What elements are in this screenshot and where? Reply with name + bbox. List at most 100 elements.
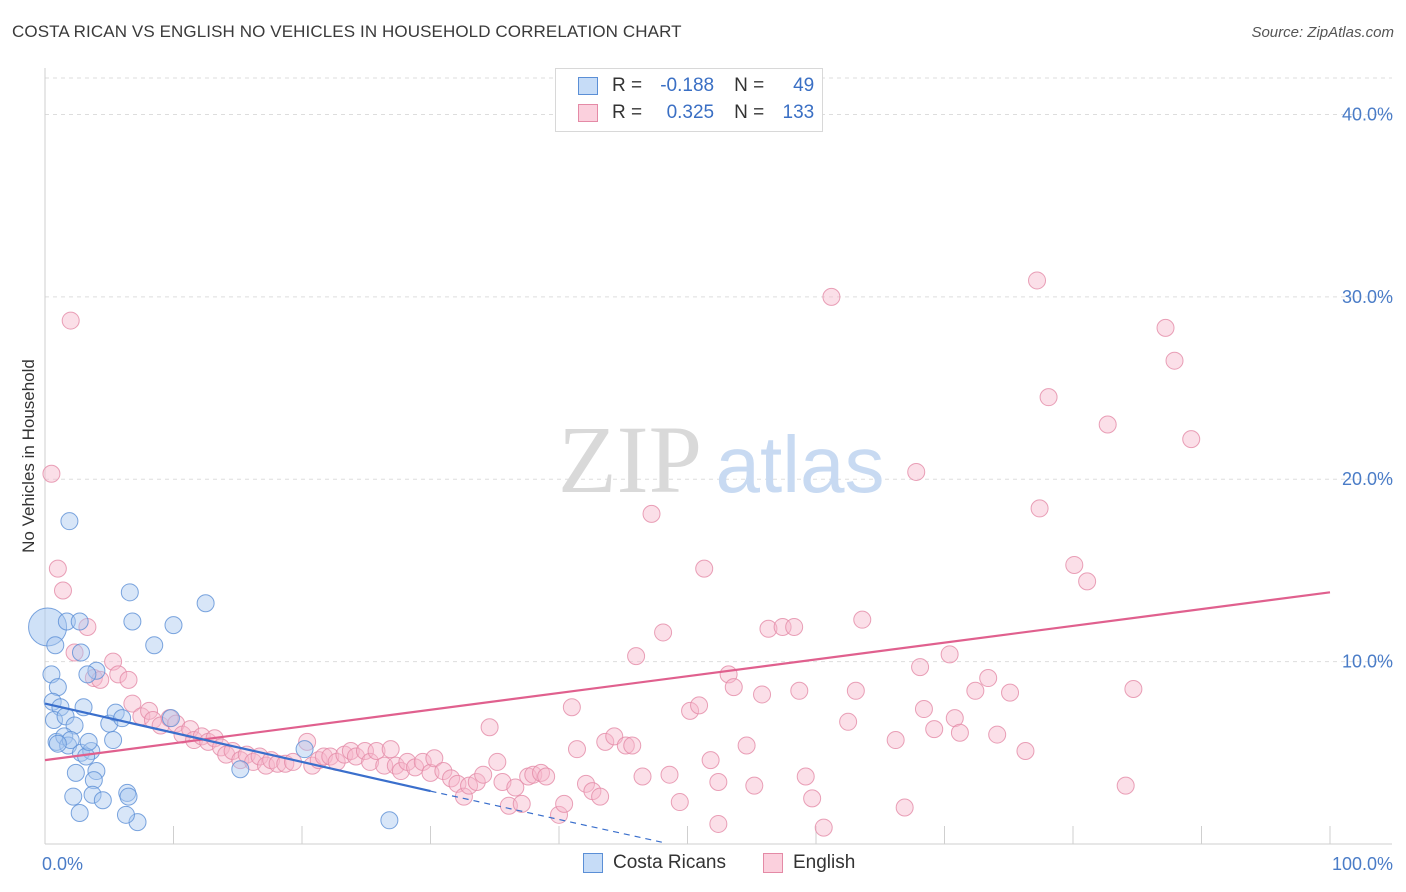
english-point: [945, 709, 964, 728]
english-point: [690, 696, 709, 715]
costa-rican-point: [116, 805, 135, 824]
english-point: [341, 741, 360, 760]
costa-rican-point: [70, 803, 89, 822]
english-point: [709, 772, 728, 791]
english-point: [537, 767, 556, 786]
english-point: [1116, 776, 1135, 795]
english-point: [839, 712, 858, 731]
english-point: [633, 767, 652, 786]
english-point: [298, 732, 317, 751]
costa-rican-point: [119, 787, 138, 806]
english-point: [61, 311, 80, 330]
english-point: [701, 751, 720, 770]
english-point: [759, 619, 778, 638]
english-point: [65, 643, 84, 662]
english-point: [1124, 679, 1143, 698]
english-point: [979, 669, 998, 688]
costa-rican-point: [93, 791, 112, 810]
costa-rican-point: [79, 732, 98, 751]
english-point: [616, 736, 635, 755]
english-point: [925, 720, 944, 739]
english-point: [1030, 499, 1049, 518]
y-tick-label: 10.0%: [1342, 652, 1393, 672]
costa-rican-point: [145, 636, 164, 655]
english-point: [381, 740, 400, 759]
english-point: [1065, 555, 1084, 574]
costa-rican-point: [380, 811, 399, 830]
english-point: [1028, 271, 1047, 290]
costa-r-label: R =: [612, 75, 643, 96]
legend-item-english[interactable]: English: [763, 852, 855, 874]
english-point: [257, 756, 276, 775]
english-point: [562, 698, 581, 717]
y-tick-label: 30.0%: [1342, 287, 1393, 307]
english-point: [567, 740, 586, 759]
english-point: [940, 645, 959, 664]
english-point: [654, 623, 673, 642]
legend-row-costa: R = -0.188 N = 49: [578, 75, 814, 97]
english-point: [907, 462, 926, 481]
costa-rican-point: [113, 709, 132, 728]
english-point: [623, 736, 642, 755]
english-point: [1016, 741, 1035, 760]
trend-lines: [44, 591, 1331, 843]
english-point: [745, 776, 764, 795]
english-point: [814, 818, 833, 837]
costa-legend-swatch: [583, 853, 603, 873]
english-point: [434, 762, 453, 781]
english-point: [853, 610, 872, 629]
costa-rican-point: [196, 594, 215, 613]
english-point: [53, 581, 72, 600]
legend-item-costa[interactable]: Costa Ricans: [583, 852, 726, 874]
costa-rican-point: [64, 787, 83, 806]
costa-rican-point: [161, 709, 180, 728]
costa-rican-point: [70, 612, 89, 631]
costa-rican-point: [48, 678, 67, 697]
english-point: [386, 756, 405, 775]
y-axis-title: No Vehicles in Household: [19, 359, 38, 553]
watermark-atlas: atlas: [716, 420, 885, 509]
grid: [45, 77, 1392, 663]
costa-rican-points: [28, 512, 399, 832]
costa-rican-point: [78, 665, 97, 684]
english-point: [425, 749, 444, 768]
english-point: [1156, 318, 1175, 337]
english-point: [346, 747, 365, 766]
english-n-value: 133: [782, 102, 815, 123]
english-point: [670, 793, 689, 812]
costa-rican-point: [48, 734, 67, 753]
english-point: [109, 665, 128, 684]
costa-rican-point: [104, 731, 123, 750]
costa-rican-trend-line: [44, 702, 431, 793]
english-point: [822, 287, 841, 306]
english-r-label: R =: [612, 102, 643, 123]
english-point: [140, 701, 159, 720]
chart-title: COSTA RICAN VS ENGLISH NO VEHICLES IN HO…: [12, 22, 682, 41]
costa-rican-point: [65, 716, 84, 735]
english-point: [709, 814, 728, 833]
costa-rican-point: [60, 512, 79, 531]
costa-rican-point: [57, 612, 76, 631]
english-point: [555, 794, 574, 813]
axes: [44, 68, 1392, 845]
english-point: [480, 718, 499, 737]
english-point: [681, 701, 700, 720]
english-point: [488, 752, 507, 771]
english-point: [724, 678, 743, 697]
english-point: [796, 767, 815, 786]
english-point: [914, 700, 933, 719]
correlation-legend: R = -0.188 N = 49 R = 0.325 N = 133: [555, 68, 823, 132]
x-tick-label: 100.0%: [1332, 854, 1393, 874]
costa-n-label: N =: [734, 75, 765, 96]
costa-legend-label: Costa Ricans: [613, 852, 726, 873]
english-n-label: N =: [734, 102, 765, 123]
english-trend-line: [44, 591, 1331, 762]
english-point: [576, 774, 595, 793]
costa-rican-point: [84, 771, 103, 790]
english-point: [988, 725, 1007, 744]
english-point: [1165, 351, 1184, 370]
english-point: [467, 772, 486, 791]
english-point: [506, 778, 525, 797]
english-point: [660, 765, 679, 784]
